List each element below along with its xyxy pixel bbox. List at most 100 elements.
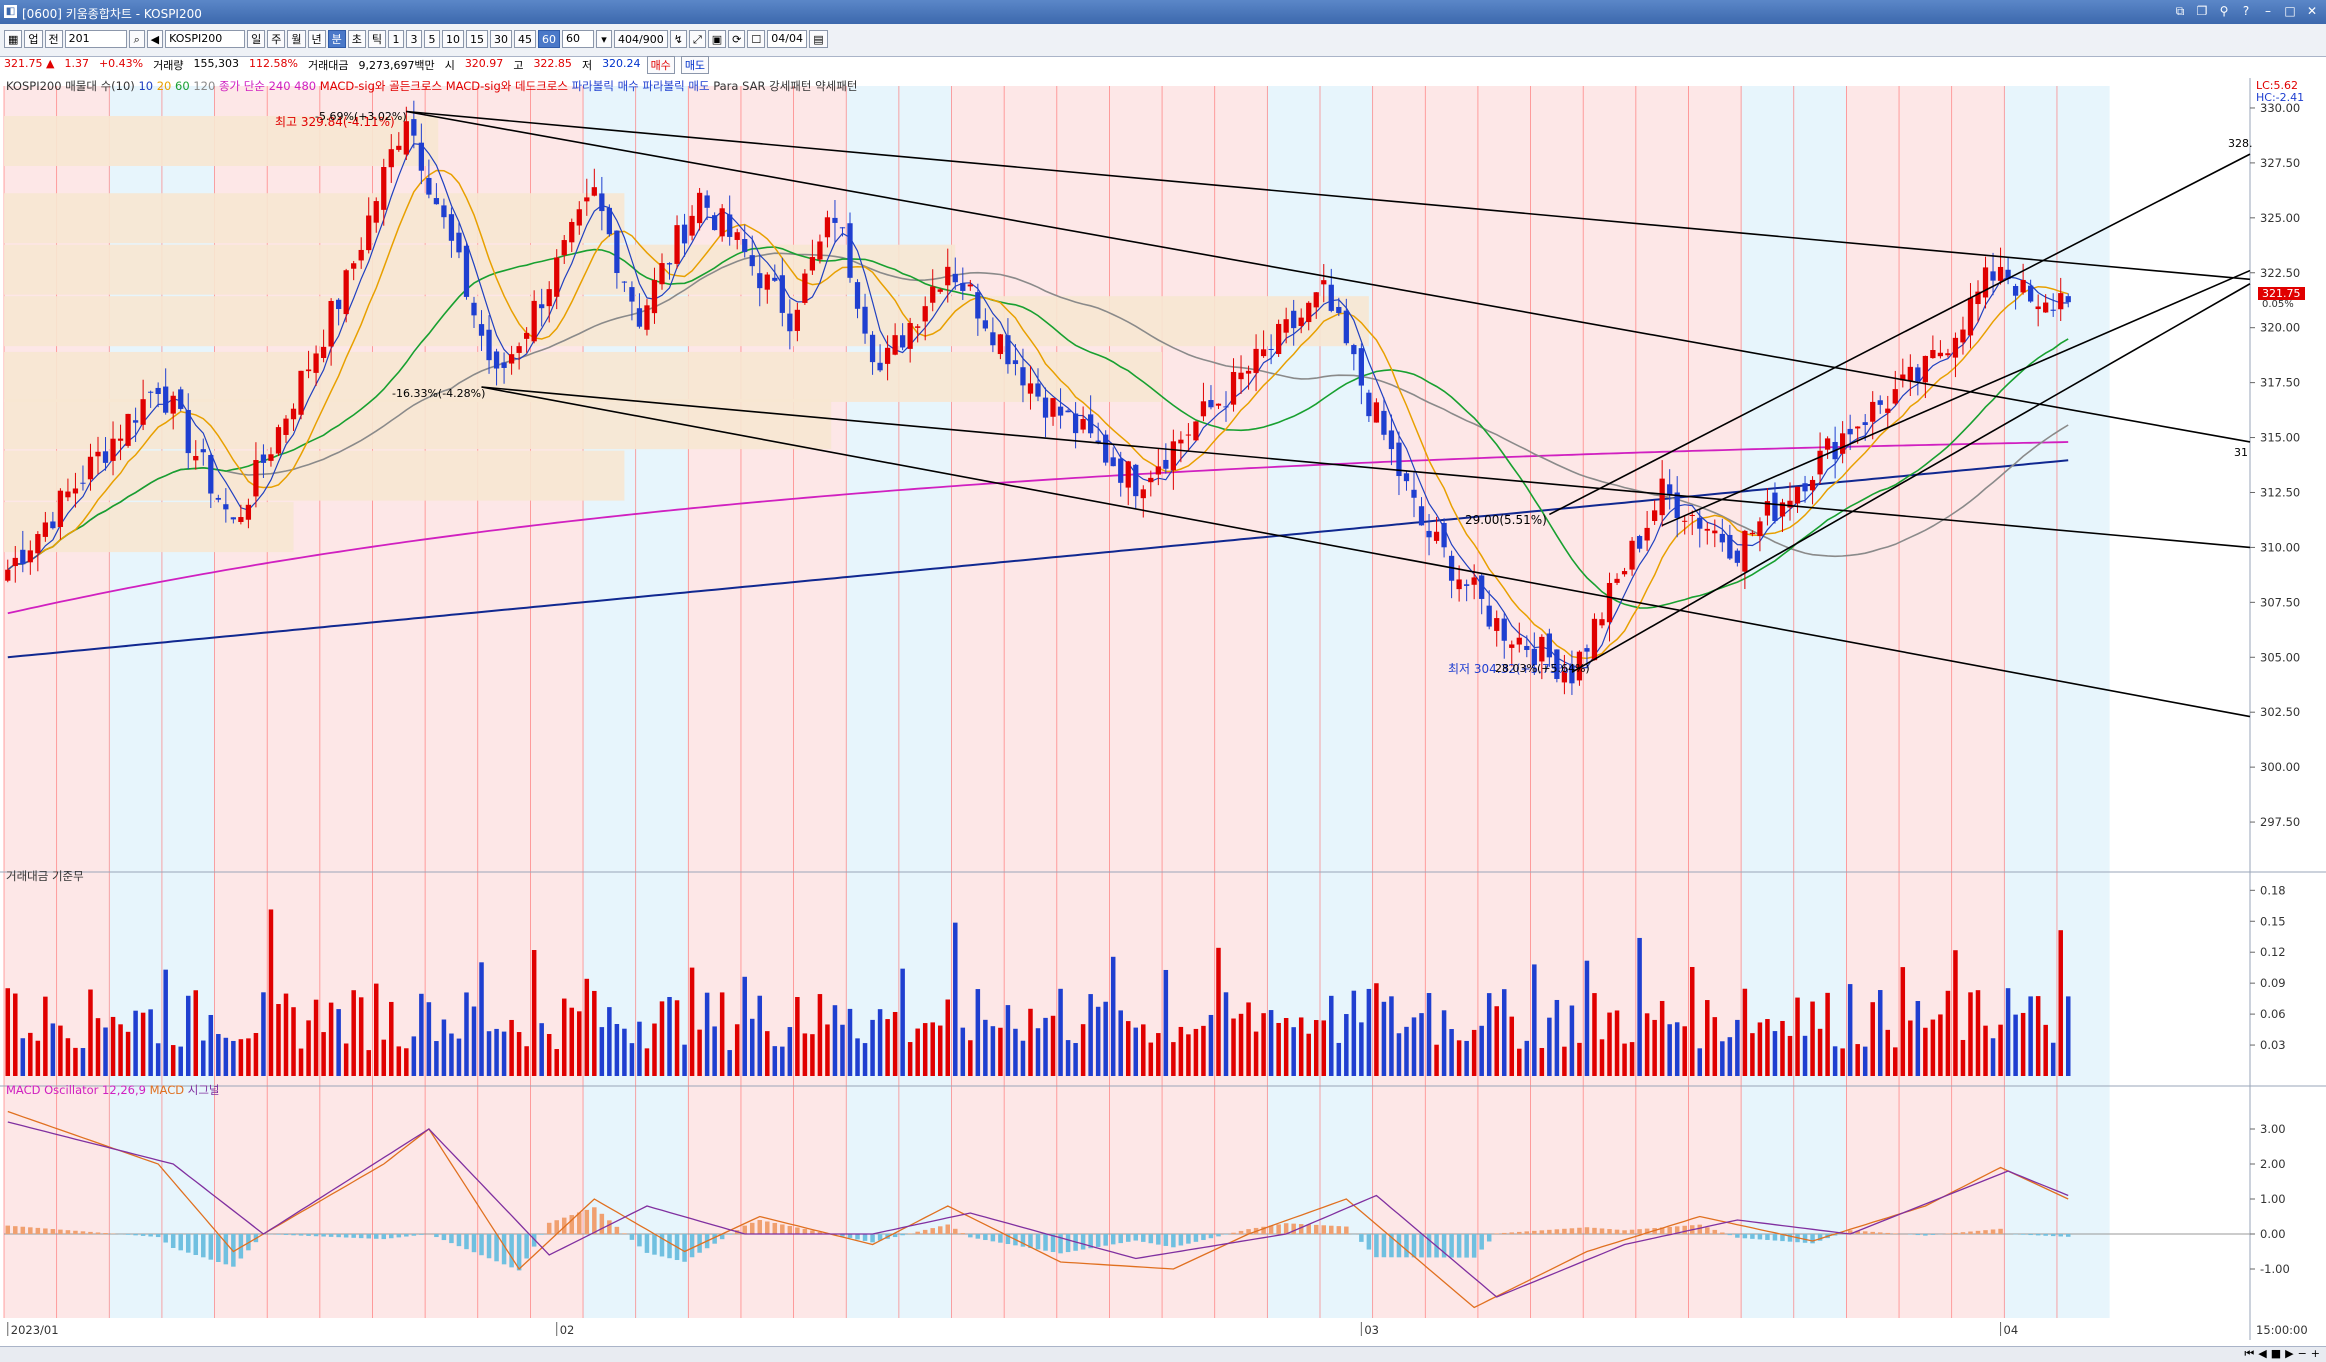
candle-body <box>1208 400 1213 407</box>
minimize-button[interactable]: – <box>2260 3 2276 19</box>
minute-3[interactable]: 3 <box>406 30 422 48</box>
macd-oscillator-bar <box>141 1234 146 1236</box>
minute-1[interactable]: 1 <box>388 30 404 48</box>
legend-main: KOSPI200 매물대 수(10) <box>6 79 135 93</box>
macd-oscillator-bar <box>13 1226 18 1234</box>
candle-body <box>1539 637 1544 662</box>
bottom-scrollbar[interactable]: ⏮ ◀ ■ ▶ − + <box>0 1346 2326 1362</box>
refresh-icon[interactable]: ⟳ <box>728 30 745 48</box>
candle-body <box>614 231 619 273</box>
restore-icon[interactable]: ❐ <box>2194 3 2210 19</box>
volume-bar <box>1803 1036 1808 1076</box>
candle-body <box>1870 402 1875 422</box>
minute-10[interactable]: 10 <box>442 30 464 48</box>
volume-bar <box>1893 1047 1898 1076</box>
minute-input[interactable] <box>562 30 594 48</box>
period-tick[interactable]: 틱 <box>368 30 386 48</box>
minute-30[interactable]: 30 <box>490 30 512 48</box>
macd-oscillator-bar <box>1156 1234 1161 1245</box>
candle-body <box>1276 324 1281 354</box>
candle-body <box>1314 292 1319 307</box>
macd-oscillator-bar <box>21 1227 26 1234</box>
save-icon[interactable]: ▣ <box>708 30 726 48</box>
day-band <box>1899 86 1952 1318</box>
candle-body <box>637 308 642 327</box>
macd-oscillator-bar <box>1743 1234 1748 1238</box>
day-band <box>1373 86 1426 1318</box>
macd-oscillator-bar <box>88 1232 93 1234</box>
minute-5[interactable]: 5 <box>424 30 440 48</box>
close-button[interactable]: ✕ <box>2304 3 2320 19</box>
macd-oscillator-bar <box>1577 1228 1582 1234</box>
minute-45[interactable]: 45 <box>514 30 536 48</box>
volume-bar <box>682 1045 687 1076</box>
range-select[interactable]: 전 <box>45 30 63 48</box>
period-month[interactable]: 월 <box>287 30 305 48</box>
zoom-in-icon[interactable]: + <box>2311 1347 2320 1361</box>
chart-svg[interactable]: 297.50300.00302.50305.00307.50310.00312.… <box>0 78 2326 1346</box>
legend-ma60: 60 <box>175 79 190 93</box>
pin-icon[interactable]: ⚲ <box>2216 3 2232 19</box>
macd-oscillator-bar <box>1532 1231 1537 1234</box>
candle-body <box>2051 310 2056 311</box>
period-minute[interactable]: 분 <box>328 30 346 48</box>
candle-body <box>689 216 694 236</box>
date-input[interactable] <box>767 30 807 48</box>
volume-bar <box>171 1045 176 1076</box>
minute-15[interactable]: 15 <box>466 30 488 48</box>
checkbox-icon[interactable]: ☐ <box>747 30 765 48</box>
period-year[interactable]: 년 <box>308 30 326 48</box>
macd-oscillator-bar <box>585 1210 590 1234</box>
day-band <box>1004 86 1057 1318</box>
volume-bar <box>126 1032 131 1076</box>
macd-oscillator-bar <box>178 1234 183 1250</box>
macd-oscillator-bar <box>1224 1234 1229 1235</box>
macd-oscillator-bar <box>2043 1234 2048 1236</box>
volume-bar <box>1886 1030 1891 1076</box>
macd-oscillator-bar <box>96 1232 101 1234</box>
candle-body <box>742 239 747 252</box>
macd-oscillator-bar <box>998 1234 1003 1243</box>
scroll-end-left-icon[interactable]: ⏮ <box>2244 1347 2254 1361</box>
macd-oscillator-bar <box>1735 1234 1740 1238</box>
maximize-button[interactable]: □ <box>2282 3 2298 19</box>
zoom-out-icon[interactable]: − <box>2298 1347 2307 1361</box>
period-second[interactable]: 초 <box>348 30 366 48</box>
calendar-icon[interactable]: ▤ <box>809 30 827 48</box>
macd-oscillator-bar <box>1773 1234 1778 1241</box>
scroll-left-icon[interactable]: ◀ <box>2258 1347 2266 1361</box>
candle-body <box>1381 411 1386 435</box>
name-input[interactable] <box>165 30 245 48</box>
candle-body <box>509 354 514 363</box>
volume-bar <box>878 1009 883 1076</box>
market-select[interactable]: 업 <box>24 30 42 48</box>
indicator-icon[interactable]: ↯ <box>670 30 687 48</box>
count-field[interactable]: 404/900 <box>614 30 668 48</box>
candle-body <box>1938 353 1943 356</box>
volume-bar <box>667 997 672 1076</box>
link-icon[interactable]: ⧉ <box>2172 3 2188 19</box>
chevron-down-icon[interactable]: ▾ <box>596 30 612 48</box>
volume-bar <box>397 1046 402 1076</box>
volume-bar <box>156 1043 161 1076</box>
minute-60[interactable]: 60 <box>538 30 560 48</box>
volume-bar <box>186 996 191 1076</box>
legend-ma20: 20 <box>157 79 172 93</box>
stop-icon[interactable]: ■ <box>2271 1347 2281 1361</box>
scroll-right-icon[interactable]: ▶ <box>2285 1347 2293 1361</box>
layout-icon[interactable]: ▦ <box>4 30 22 48</box>
sell-button[interactable]: 매도 <box>681 56 709 74</box>
search-icon[interactable]: ⌕ <box>129 30 145 48</box>
volume-bar <box>1765 1019 1770 1076</box>
help-icon[interactable]: ? <box>2238 3 2254 19</box>
buy-button[interactable]: 매수 <box>647 56 675 74</box>
macd-oscillator-bar <box>607 1220 612 1234</box>
speaker-icon[interactable]: ◀ <box>147 30 163 48</box>
legend-ma10: 10 <box>138 79 153 93</box>
candle-body <box>298 371 303 415</box>
period-week[interactable]: 주 <box>267 30 285 48</box>
period-day[interactable]: 일 <box>247 30 265 48</box>
code-input[interactable] <box>65 30 127 48</box>
zoom-icon[interactable]: ⤢ <box>689 30 706 48</box>
